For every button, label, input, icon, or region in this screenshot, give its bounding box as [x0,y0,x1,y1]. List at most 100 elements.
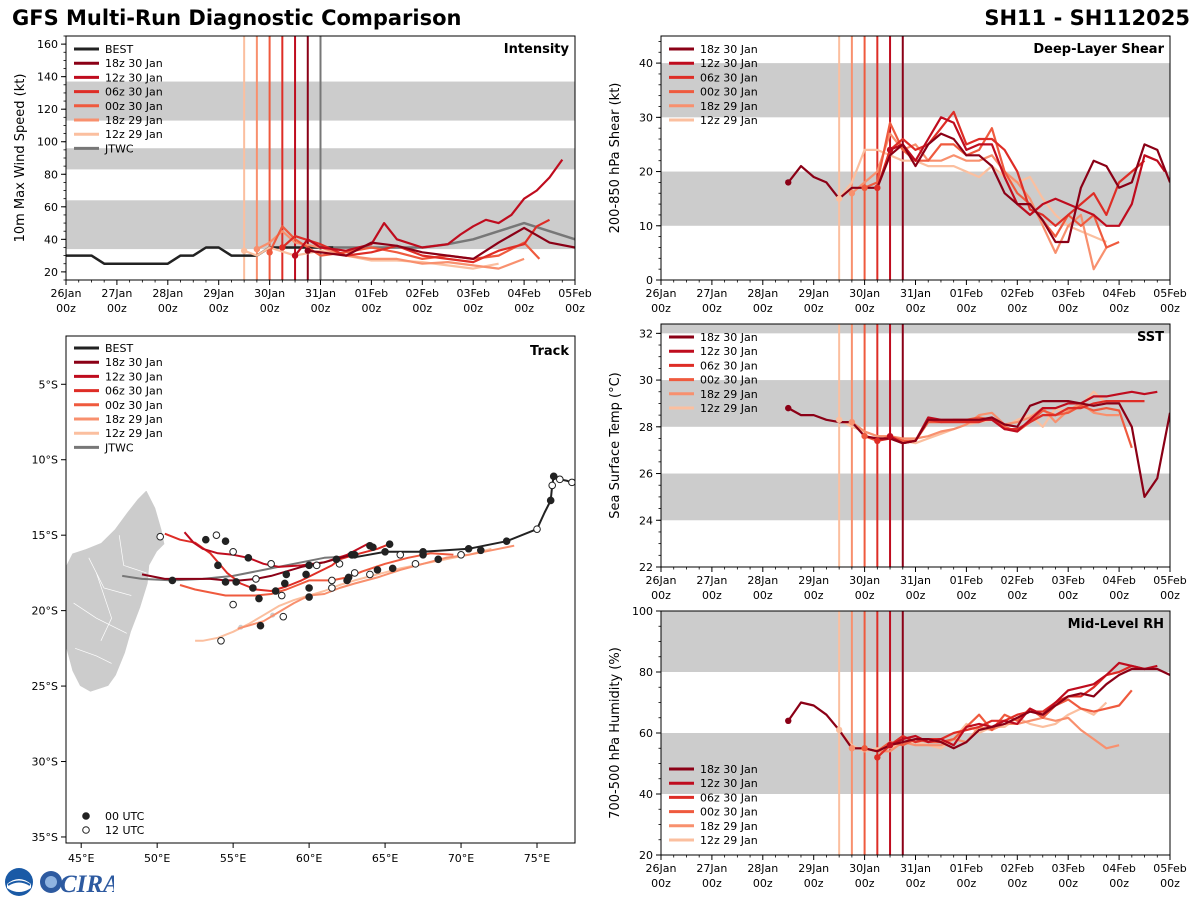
legend-label: 18z 29 Jan [700,100,758,113]
x-tick-label-hour: 00z [906,302,926,315]
x-tick-label: 03Feb [1051,287,1084,300]
x-tick-label: 28Jan [747,574,778,587]
y-tick-label: 20 [639,166,653,179]
track-dot-00utc [232,578,240,586]
track-dot-00utc [350,550,359,559]
init-dot [785,179,792,186]
y-tick-label: 30 [639,111,653,124]
track-dot-12utc [350,569,359,577]
panel-title: Deep-Layer Shear [1033,42,1164,57]
init-dot [874,754,881,761]
legend-label: BEST [105,342,133,355]
x-tick-label: 04Feb [507,287,540,300]
x-tick-label: 30Jan [254,287,285,300]
intensity-panel: 26Jan 00z 27Jan 00z 28Jan 00z 29Jan 00z 30Jan 00z… [13,35,592,315]
x-tick-label: 05Feb [1153,862,1186,875]
legend-label: 00z 30 Jan [105,100,163,113]
legend-label: 12z 30 Jan [105,370,163,383]
init-dot [874,437,881,445]
x-tick-label-hour: 00z [1058,589,1078,602]
x-tick-label: 55°E [220,852,246,865]
track-dot-12utc [568,478,575,487]
x-tick-label-hour: 00z [412,302,432,315]
x-tick-label: 27Jan [696,574,727,587]
track-dot-12utc [366,570,374,579]
x-tick-label-hour: 00z [957,877,977,890]
track-dot-00utc [369,543,377,552]
y-tick-label: 80 [44,168,58,181]
x-tick-label-hour: 00z [1058,877,1078,890]
init-dot [874,184,881,192]
x-tick-label: 04Feb [1102,287,1135,300]
y-tick-label: 60 [44,201,58,214]
x-tick-label: 27Jan [696,287,727,300]
x-tick-label: 27Jan [101,287,132,300]
series-line [256,230,525,270]
x-tick-label-hour: 00z [1007,877,1027,890]
init-dot [279,244,286,251]
legend-label: 18z 29 Jan [700,820,758,833]
y-tick-label: 5°S [39,378,58,391]
x-tick-label-hour: 00z [702,877,722,890]
x-tick-label-hour: 00z [651,302,671,315]
legend-label: 18z 30 Jan [700,331,758,344]
y-tick-label: 80 [639,666,653,679]
y-tick-label: 30 [639,374,653,387]
x-tick-label: 04Feb [1102,574,1135,587]
track-dot-12utc [252,575,260,583]
y-tick-label: 26 [639,468,653,481]
track-dot-12utc [212,531,221,539]
legend-label: 18z 30 Jan [105,57,163,70]
x-tick-label: 65°E [372,852,398,865]
y-axis-label: Sea Surface Temp (°C) [608,372,623,519]
legend-label: 06z 30 Jan [700,359,758,372]
series-line [876,110,1146,227]
track-dot-00utc [388,564,397,573]
threshold-band [661,324,1170,334]
y-tick-label: 24 [639,514,653,527]
track-dot-00utc [280,579,289,588]
y-tick-label: 0 [646,274,653,287]
init-dot [240,247,248,254]
series-line [876,664,1145,759]
track-dot-00utc [271,587,280,595]
y-tick-label: 22 [639,561,653,574]
legend-label: 18z 30 Jan [700,43,758,56]
legend-label: 00z 30 Jan [700,374,758,387]
y-axis-label: 10m Max Wind Speed (kt) [13,74,28,243]
x-tick-label: 02Feb [1001,862,1034,875]
storm-id: SH11 - SH112025 [984,6,1190,30]
series-line [889,390,1158,445]
x-tick-label: 05Feb [1153,574,1186,587]
x-tick-label-hour: 00z [753,877,773,890]
track-dot-12utc [556,475,564,484]
init-dot [861,432,868,440]
region-border [74,647,112,664]
x-tick-label-hour: 00z [260,302,280,315]
x-tick-label: 60°E [296,852,322,865]
x-tick-label: 28Jan [747,862,778,875]
legend-label: BEST [105,43,133,56]
x-tick-label: 30Jan [849,574,880,587]
series-line [889,116,1166,227]
marker-legend-label: 12 UTC [105,824,145,837]
y-tick-label: 10°S [32,454,58,467]
x-tick-label-hour: 00z [906,877,926,890]
y-tick-label: 20 [639,849,653,862]
marker-legend-label: 00 UTC [105,810,145,823]
track-dot-12utc [328,584,336,592]
track-dot-00utc [343,576,351,585]
x-tick-label-hour: 00z [702,589,722,602]
track-dot-00utc [373,566,382,574]
legend-dot-12utc [82,826,90,834]
x-tick-label: 03Feb [1051,862,1084,875]
track-dot-00utc [464,544,473,553]
x-tick-label: 31Jan [900,574,931,587]
y-tick-label: 160 [37,38,58,51]
x-tick-label: 75°E [524,852,550,865]
x-tick-label: 28Jan [747,287,778,300]
init-dot [835,726,843,734]
init-dot [848,190,856,197]
x-tick-label: 02Feb [1001,287,1034,300]
